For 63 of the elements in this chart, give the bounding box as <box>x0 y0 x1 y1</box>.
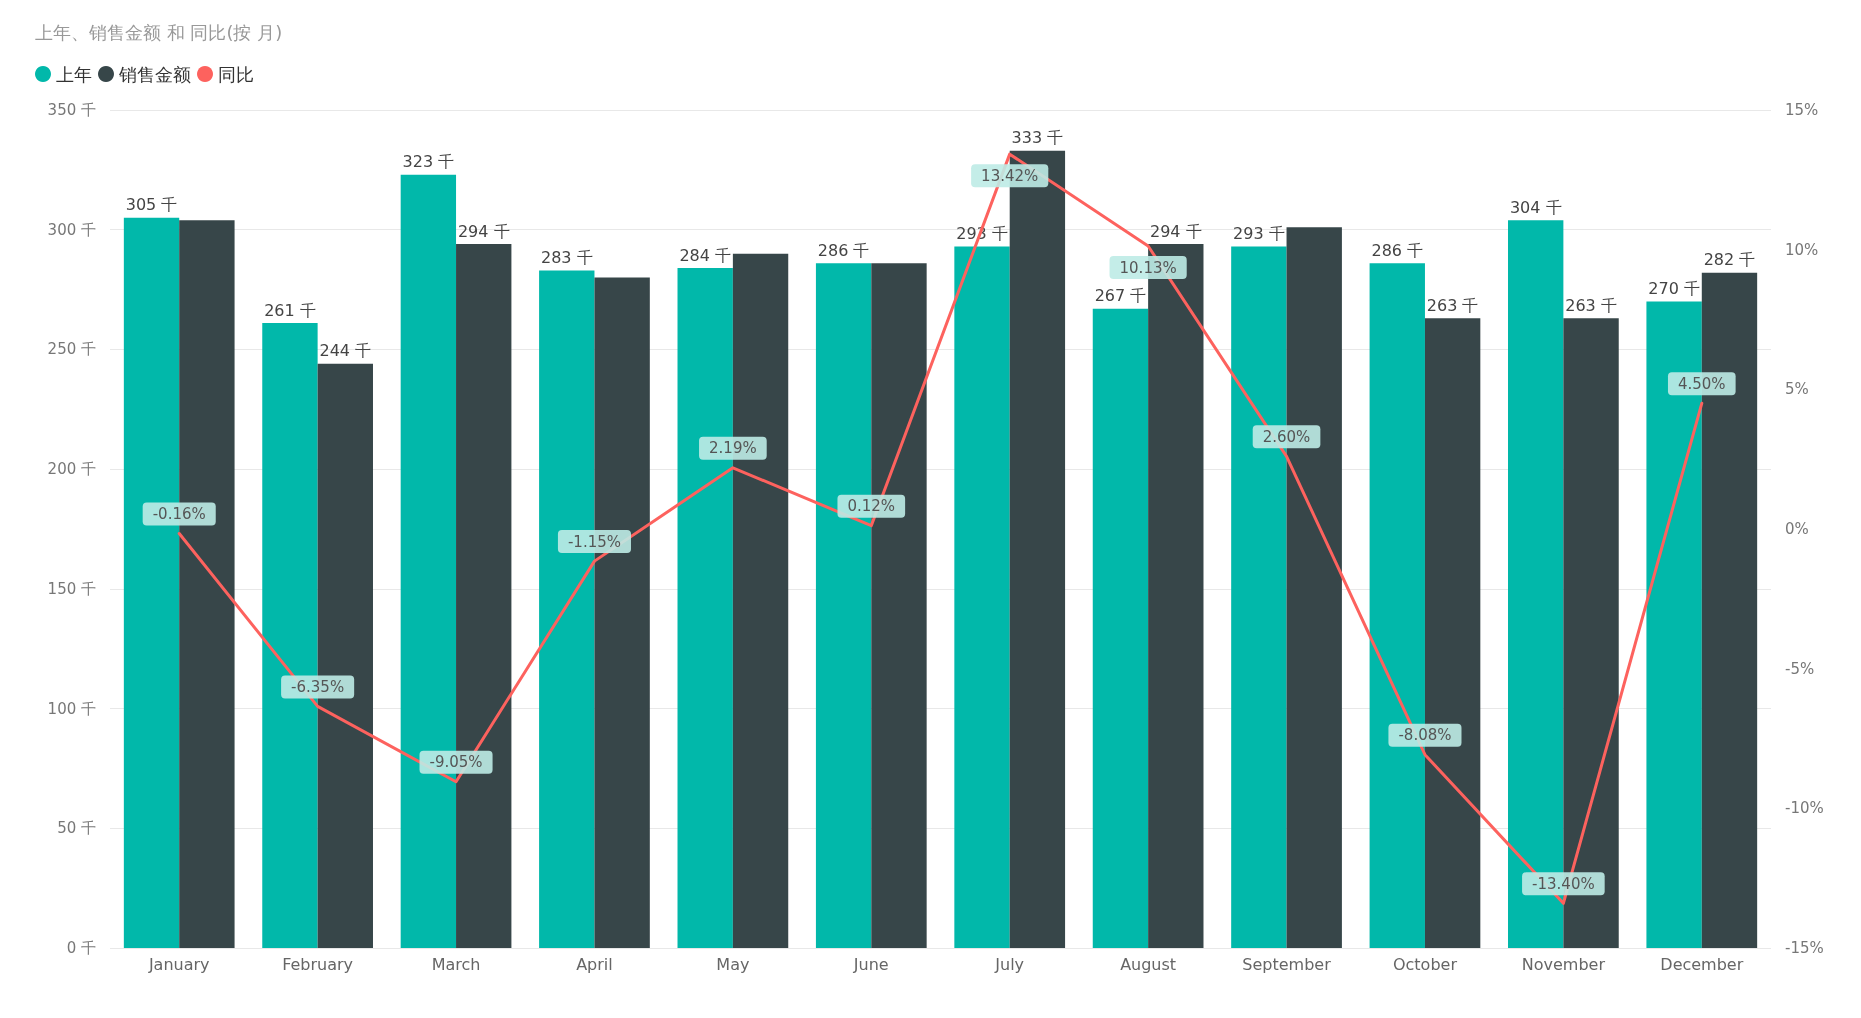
y2-tick-label: -5% <box>1785 659 1815 678</box>
legend-label: 销售金额 <box>118 63 191 85</box>
y-tick-label: 250 千 <box>47 340 96 359</box>
chart-title: 上年、销售金额 和 同比(按 月) <box>35 21 283 43</box>
data-label: -0.16% <box>152 504 206 523</box>
data-label: 283 千 <box>540 247 593 267</box>
y-tick-label: 350 千 <box>47 101 96 119</box>
data-label: 263 千 <box>1565 295 1617 315</box>
data-label: 286 千 <box>817 240 870 260</box>
x-tick-label: January <box>147 954 210 974</box>
data-label: -8.08% <box>1398 726 1452 745</box>
bar <box>1092 308 1149 948</box>
bar <box>954 246 1010 948</box>
data-label: 286 千 <box>1371 240 1424 260</box>
y2-tick-label: 15% <box>1785 101 1819 119</box>
y2-tick-label: -10% <box>1785 799 1824 818</box>
y-tick-label: 50 千 <box>57 819 96 838</box>
data-label: 284 千 <box>679 245 731 265</box>
data-label: 13.42% <box>981 166 1039 185</box>
x-tick-label: November <box>1521 954 1606 974</box>
x-tick-label: March <box>431 954 481 974</box>
data-label: 0.12% <box>847 497 896 516</box>
y2-tick-label: 5% <box>1785 380 1809 399</box>
x-tick-label: February <box>282 954 354 974</box>
y-tick-label: 300 千 <box>47 220 96 239</box>
data-label: 294 千 <box>457 221 510 241</box>
data-label: 323 千 <box>402 152 455 172</box>
y2-tick-label: -15% <box>1785 939 1824 957</box>
y-tick-label: 0 千 <box>66 939 96 957</box>
legend-label: 上年 <box>56 63 92 85</box>
data-label: 2.19% <box>709 439 757 458</box>
y-tick-label: 150 千 <box>47 579 96 598</box>
x-tick-label: June <box>852 954 889 974</box>
x-tick-label: December <box>1660 954 1744 974</box>
y-tick-label: 100 千 <box>47 699 96 718</box>
data-label: 270 千 <box>1648 279 1700 299</box>
data-label: 305 千 <box>125 195 178 215</box>
data-label: 10.13% <box>1119 258 1177 277</box>
data-label: 294 千 <box>1150 221 1202 241</box>
legend-label: 同比 <box>218 63 254 85</box>
x-tick-label: August <box>1120 954 1177 974</box>
data-label: 304 千 <box>1509 197 1562 217</box>
data-label: 267 千 <box>1094 286 1147 306</box>
y2-tick-label: 0% <box>1785 520 1809 538</box>
x-tick-label: April <box>576 954 613 974</box>
data-label: -9.05% <box>429 753 483 772</box>
data-label: 261 千 <box>264 300 316 320</box>
data-label: 244 千 <box>319 341 372 361</box>
data-label: -1.15% <box>567 532 621 551</box>
data-label: -6.35% <box>291 677 345 696</box>
data-label: 293 千 <box>1233 223 1285 243</box>
data-label: 282 千 <box>1703 250 1756 270</box>
x-tick-label: October <box>1392 954 1458 974</box>
y2-tick-label: 10% <box>1785 240 1819 259</box>
data-label: -13.40% <box>1532 874 1595 893</box>
data-label: 333 千 <box>1011 128 1064 148</box>
data-label: 2.60% <box>1262 427 1311 446</box>
data-label: 263 千 <box>1426 295 1479 315</box>
x-tick-label: September <box>1242 954 1332 974</box>
x-tick-label: July <box>994 954 1025 974</box>
y-tick-label: 200 千 <box>47 460 96 479</box>
data-label: 4.50% <box>1677 374 1726 393</box>
x-tick-label: May <box>716 954 750 974</box>
